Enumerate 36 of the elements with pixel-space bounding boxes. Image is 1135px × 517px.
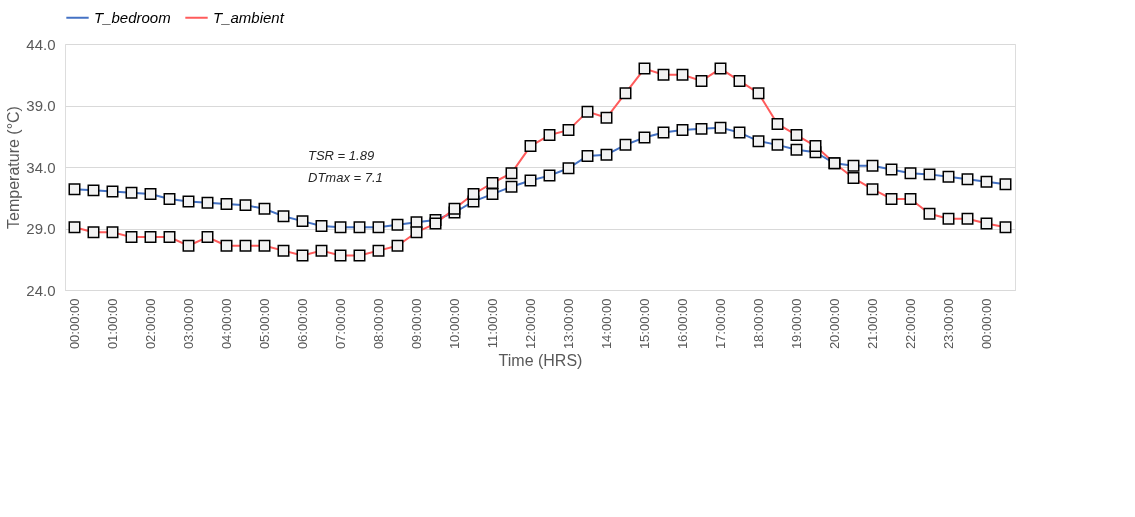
x-tick-label: 00:00:00 bbox=[979, 298, 994, 350]
x-tick-label: 12:00:00 bbox=[523, 298, 538, 350]
x-tick-label: 11:00:00 bbox=[485, 298, 500, 349]
x-tick-label: 23:00:00 bbox=[941, 298, 956, 350]
legend-label: T_bedroom bbox=[94, 8, 171, 26]
y-tick-label: 29.0 bbox=[26, 220, 56, 237]
x-tick-label: 00:00:00 bbox=[67, 298, 82, 350]
x-tick-label: 13:00:00 bbox=[561, 298, 576, 350]
y-tick-label: 24.0 bbox=[26, 281, 56, 299]
x-tick-label: 04:00:00 bbox=[219, 298, 234, 350]
x-tick-label: 22:00:00 bbox=[903, 298, 918, 350]
x-tick-label: 20:00:00 bbox=[827, 298, 842, 350]
x-tick-label: 21:00:00 bbox=[865, 298, 880, 350]
x-tick-label: 10:00:00 bbox=[447, 298, 462, 350]
x-tick-label: 01:00:00 bbox=[105, 298, 120, 350]
x-tick-label: 03:00:00 bbox=[181, 298, 196, 350]
x-tick-label: 17:00:00 bbox=[713, 298, 728, 350]
x-axis-title: Time (HRS) bbox=[498, 352, 583, 370]
x-tick-label: 14:00:00 bbox=[599, 298, 614, 350]
legend-label: T_ambient bbox=[213, 8, 285, 26]
annotation: DTmax = 7.1 bbox=[308, 170, 383, 185]
x-tick-label: 02:00:00 bbox=[143, 298, 158, 350]
x-tick-label: 19:00:00 bbox=[789, 298, 804, 350]
x-tick-label: 16:00:00 bbox=[675, 298, 690, 350]
x-tick-label: 15:00:00 bbox=[637, 298, 652, 350]
x-tick-label: 05:00:00 bbox=[257, 298, 272, 350]
x-tick-label: 09:00:00 bbox=[409, 298, 424, 350]
x-tick-label: 07:00:00 bbox=[333, 298, 348, 350]
x-tick-label: 08:00:00 bbox=[371, 298, 386, 350]
y-tick-label: 44.0 bbox=[26, 35, 56, 53]
y-tick-label: 39.0 bbox=[26, 97, 56, 114]
x-tick-label: 06:00:00 bbox=[295, 298, 310, 350]
annotation: TSR = 1.89 bbox=[308, 148, 375, 163]
x-tick-label: 18:00:00 bbox=[751, 298, 766, 350]
y-axis-title: Temperature (°C) bbox=[5, 106, 23, 229]
y-tick-label: 34.0 bbox=[26, 158, 56, 176]
